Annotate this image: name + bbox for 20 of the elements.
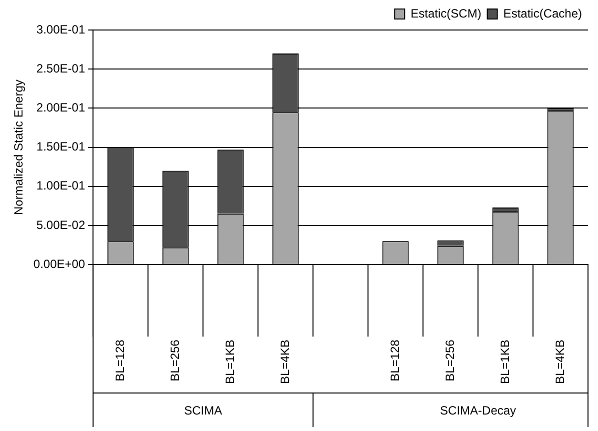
y-tick-label: 5.00E-02 bbox=[36, 218, 86, 232]
x-tick-label: BL=256 bbox=[168, 339, 182, 382]
y-tick-label: 0.00E+00 bbox=[33, 256, 86, 271]
legend-label: Estatic(Cache) bbox=[503, 6, 582, 20]
x-tick-label: BL=4KB bbox=[278, 340, 292, 384]
y-tick-label: 1.50E-01 bbox=[36, 140, 86, 154]
y-tick-label: 2.00E-01 bbox=[36, 100, 86, 115]
y-tick-label: 1.00E-01 bbox=[36, 178, 86, 193]
legend-label: Estatic(SCM) bbox=[410, 6, 482, 20]
x-tick-label: BL=1KB bbox=[498, 340, 512, 384]
y-tick-label: 3.00E-01 bbox=[36, 22, 86, 36]
x-tick-label: BL=4KB bbox=[552, 340, 567, 384]
x-tick-label: BL=1KB bbox=[222, 340, 237, 384]
x-tick-label: BL=128 bbox=[388, 339, 402, 382]
y-tick-label: 2.50E-01 bbox=[36, 61, 86, 76]
y-axis-title: Normalized Static Energy bbox=[12, 80, 26, 216]
x-tick-label: BL=128 bbox=[112, 339, 127, 382]
text: SCIMA-Decay bbox=[440, 403, 516, 418]
text: SCIMA bbox=[184, 403, 222, 418]
x-tick-label: BL=256 bbox=[442, 339, 457, 382]
